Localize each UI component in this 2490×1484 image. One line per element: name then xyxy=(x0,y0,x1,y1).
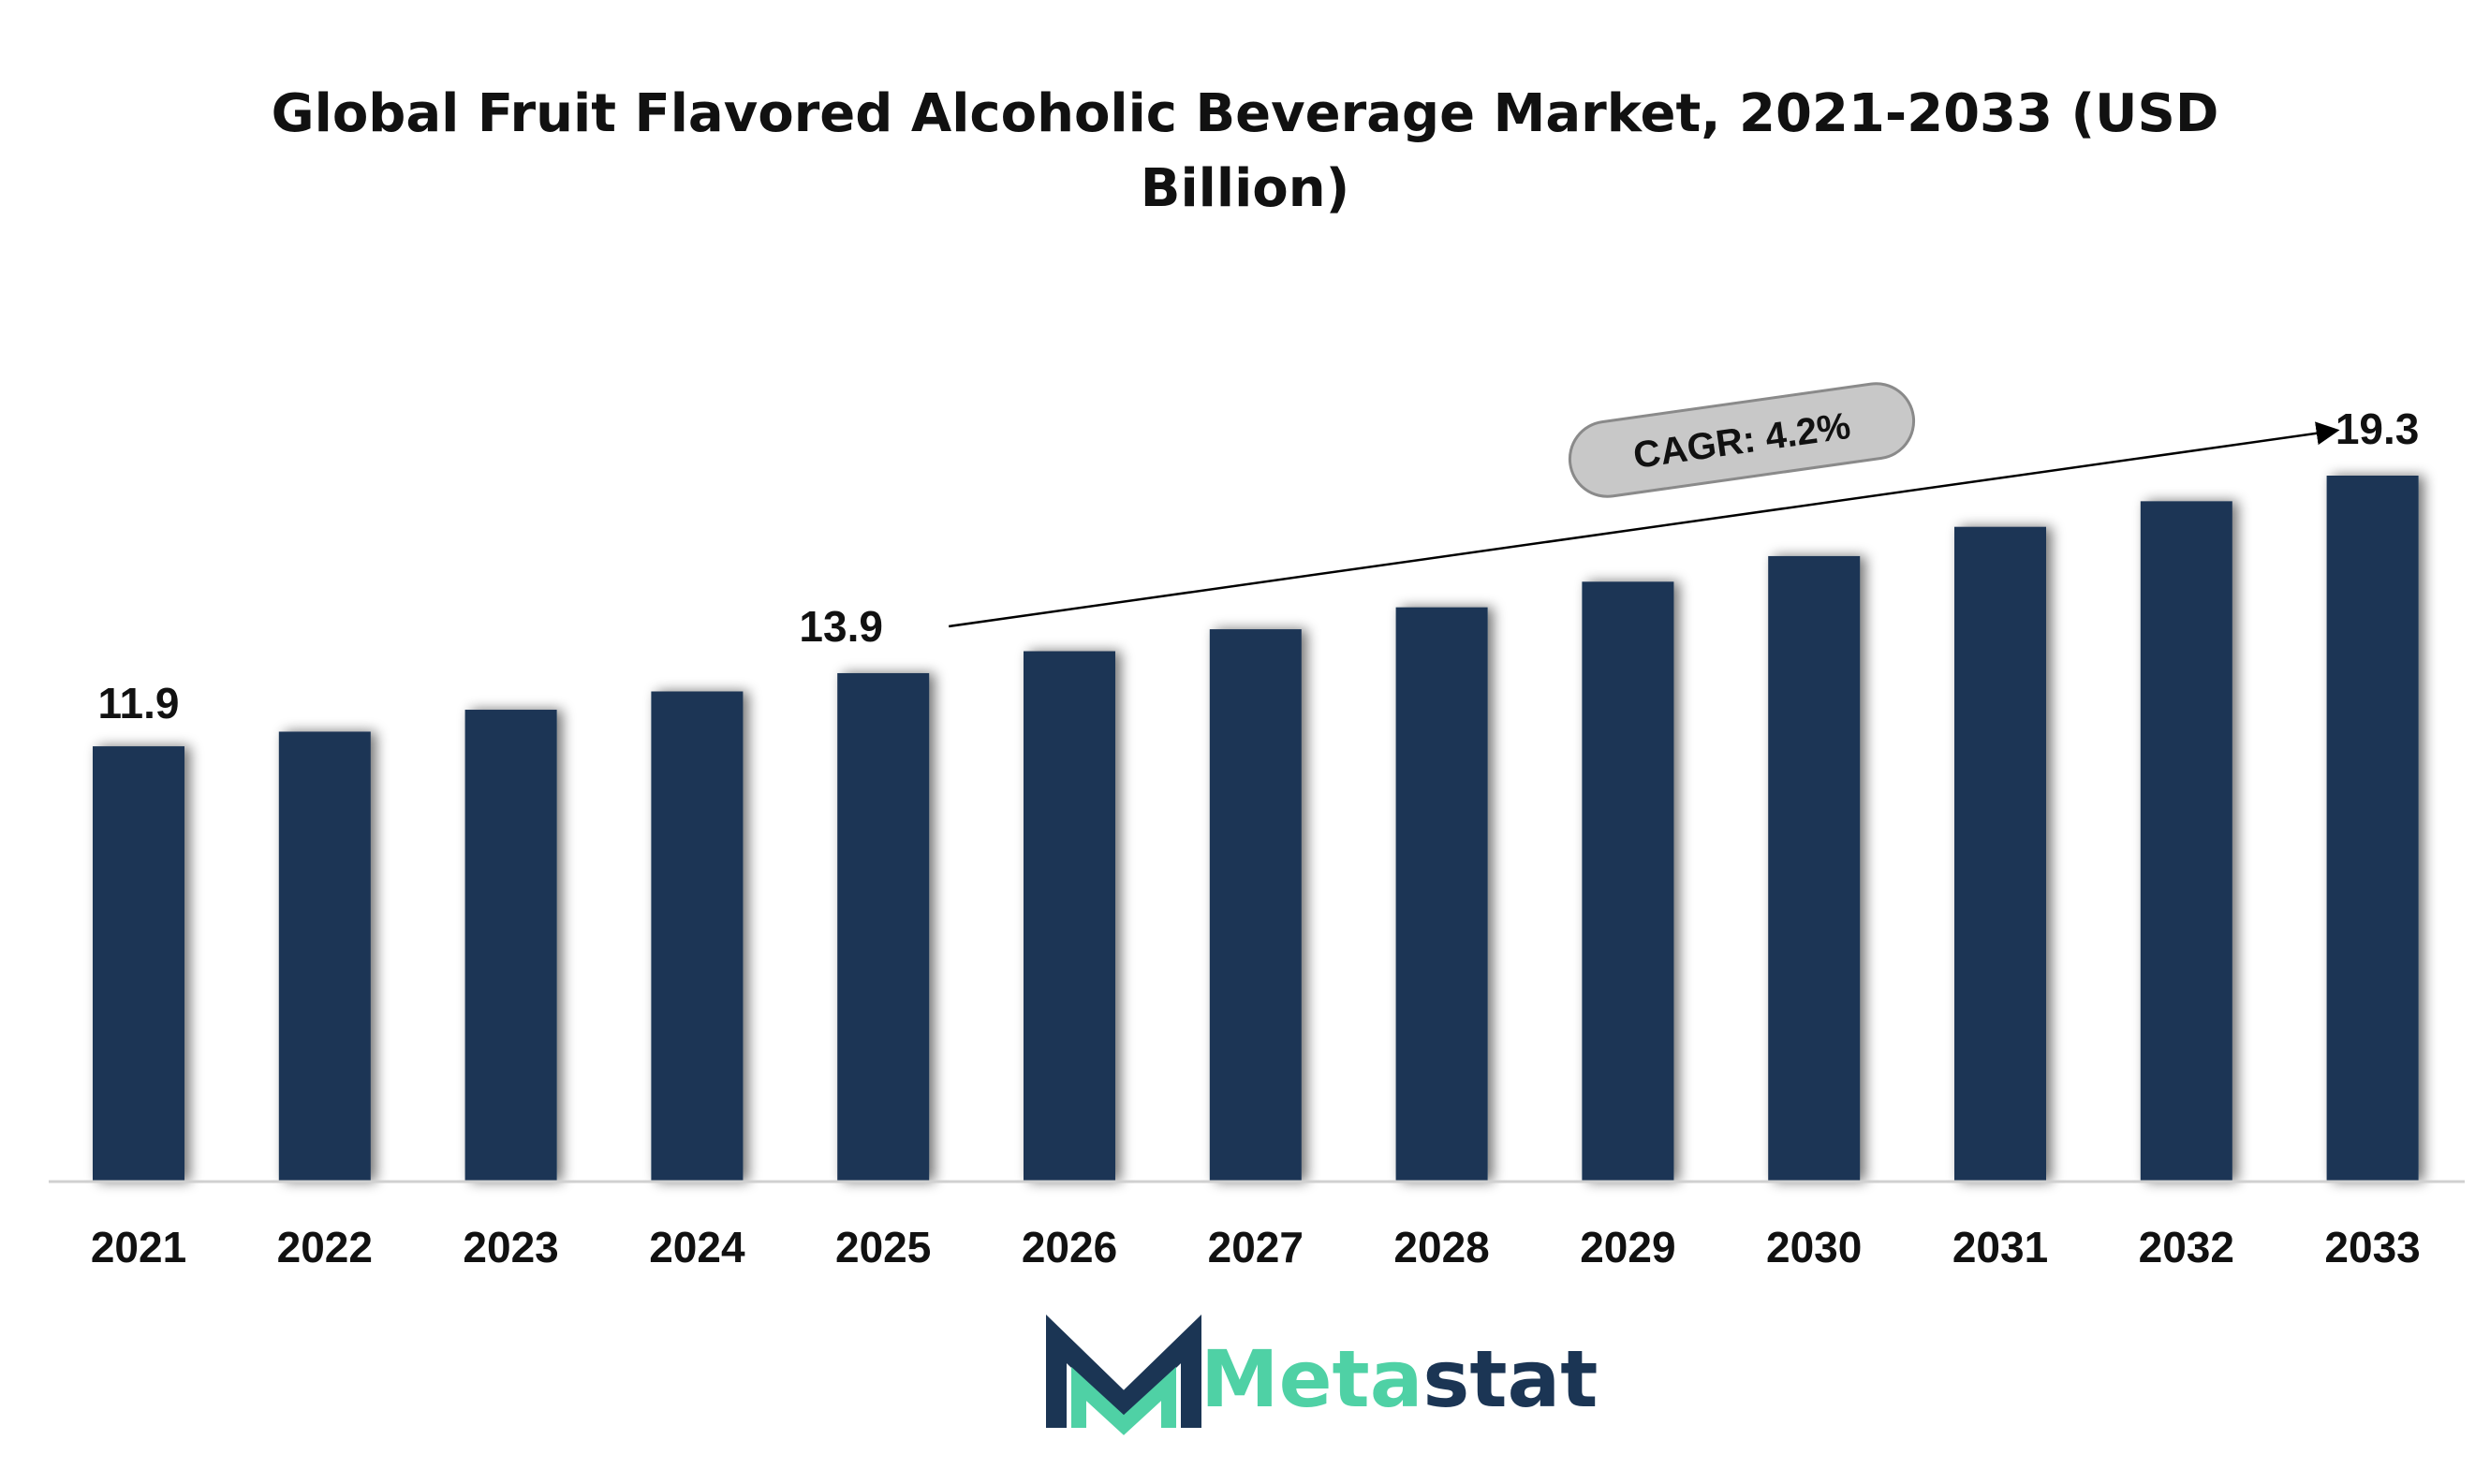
bar-2021 xyxy=(93,746,184,1182)
bar-2027 xyxy=(1209,629,1302,1182)
metastat-logo: Metastat xyxy=(1046,1314,1598,1435)
x-tick-label-2028: 2028 xyxy=(1393,1223,1489,1271)
logo-text-meta: Meta xyxy=(1201,1333,1422,1425)
x-tick-label-2030: 2030 xyxy=(1766,1223,1862,1271)
bar-2026 xyxy=(1024,651,1115,1182)
x-tick-label-2025: 2025 xyxy=(835,1223,931,1271)
cagr-arrow xyxy=(949,421,2340,628)
x-tick-label-2026: 2026 xyxy=(1022,1223,1117,1271)
x-tick-label-2027: 2027 xyxy=(1208,1223,1304,1271)
data-label-2021: 11.9 xyxy=(98,679,180,727)
x-tick-label-2029: 2029 xyxy=(1580,1223,1675,1271)
bar-2028 xyxy=(1395,607,1488,1182)
chart-title: Global Fruit Flavored Alcoholic Beverage… xyxy=(271,83,2219,219)
logo-text: Metastat xyxy=(1201,1333,1598,1425)
bar-2030 xyxy=(1768,555,1861,1182)
bar-2023 xyxy=(464,710,557,1182)
bars xyxy=(93,476,2419,1182)
logo-text-stat: stat xyxy=(1422,1333,1598,1425)
x-tick-label-2021: 2021 xyxy=(91,1223,186,1271)
bar-2024 xyxy=(651,691,744,1182)
data-label-2033: 19.3 xyxy=(2335,404,2420,453)
cagr-badge-bg xyxy=(1568,382,1916,498)
x-tick-label-2032: 2032 xyxy=(2139,1223,2234,1271)
x-tick-label-2023: 2023 xyxy=(463,1223,558,1271)
cagr-badge: CAGR: 4.2% xyxy=(1568,382,1916,498)
bar-2025 xyxy=(837,672,930,1182)
x-tick-labels: 2021 2022 2023 2024 2025 2026 2027 2028 2029 2030… xyxy=(91,1223,2421,1271)
x-tick-label-2033: 2033 xyxy=(2324,1223,2420,1271)
data-labels: 11.9 13.9 19.3 xyxy=(98,404,2420,727)
bar-2022 xyxy=(278,731,371,1182)
metastat-logo-icon xyxy=(1046,1314,1201,1435)
data-label-2025: 13.9 xyxy=(799,602,883,651)
bar-2033 xyxy=(2326,476,2419,1182)
bar-2031 xyxy=(1954,526,2046,1182)
bar-2032 xyxy=(2140,501,2232,1182)
x-tick-label-2024: 2024 xyxy=(649,1223,745,1271)
cagr-annotation: CAGR: 4.2% xyxy=(949,382,2340,628)
x-tick-label-2031: 2031 xyxy=(1952,1223,2048,1271)
bar-2029 xyxy=(1582,581,1674,1182)
x-tick-label-2022: 2022 xyxy=(277,1223,373,1271)
